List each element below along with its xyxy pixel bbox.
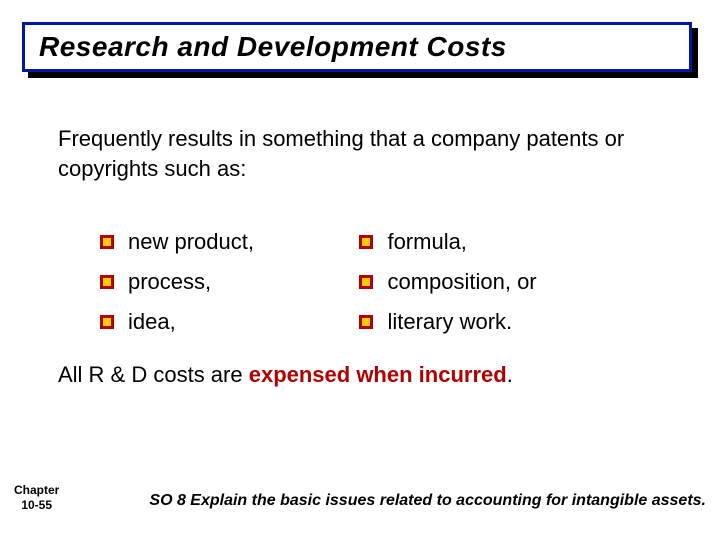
list-item: idea, <box>100 302 355 342</box>
conclusion-suffix: . <box>507 362 513 387</box>
slide-title: Research and Development Costs <box>39 31 507 63</box>
bullet-columns: new product, process, idea, formula, com… <box>100 222 640 342</box>
title-banner: Research and Development Costs <box>22 22 698 78</box>
bullet-icon <box>100 235 114 249</box>
bullet-label: process, <box>128 269 211 295</box>
list-item: process, <box>100 262 355 302</box>
chapter-label: Chapter 10-55 <box>14 483 59 512</box>
bullet-icon <box>100 315 114 329</box>
list-item: formula, <box>359 222 619 262</box>
title-front: Research and Development Costs <box>22 22 692 72</box>
list-item: composition, or <box>359 262 619 302</box>
bullet-icon <box>359 275 373 289</box>
study-objective-footer: SO 8 Explain the basic issues related to… <box>106 492 706 510</box>
chapter-number: 10-55 <box>14 498 59 512</box>
conclusion-prefix: All R & D costs are <box>58 362 249 387</box>
bullet-icon <box>359 315 373 329</box>
list-item: literary work. <box>359 302 619 342</box>
chapter-word: Chapter <box>14 483 59 497</box>
conclusion-emphasis: expensed when incurred <box>249 362 507 387</box>
bullet-icon <box>100 275 114 289</box>
bullet-label: new product, <box>128 229 254 255</box>
intro-text: Frequently results in something that a c… <box>58 124 648 183</box>
list-item: new product, <box>100 222 355 262</box>
bullet-col-right: formula, composition, or literary work. <box>359 222 619 342</box>
conclusion: All R & D costs are expensed when incurr… <box>58 362 513 388</box>
bullet-icon <box>359 235 373 249</box>
bullet-col-left: new product, process, idea, <box>100 222 355 342</box>
bullet-label: composition, or <box>387 269 536 295</box>
bullet-label: idea, <box>128 309 176 335</box>
bullet-label: literary work. <box>387 309 512 335</box>
bullet-label: formula, <box>387 229 466 255</box>
